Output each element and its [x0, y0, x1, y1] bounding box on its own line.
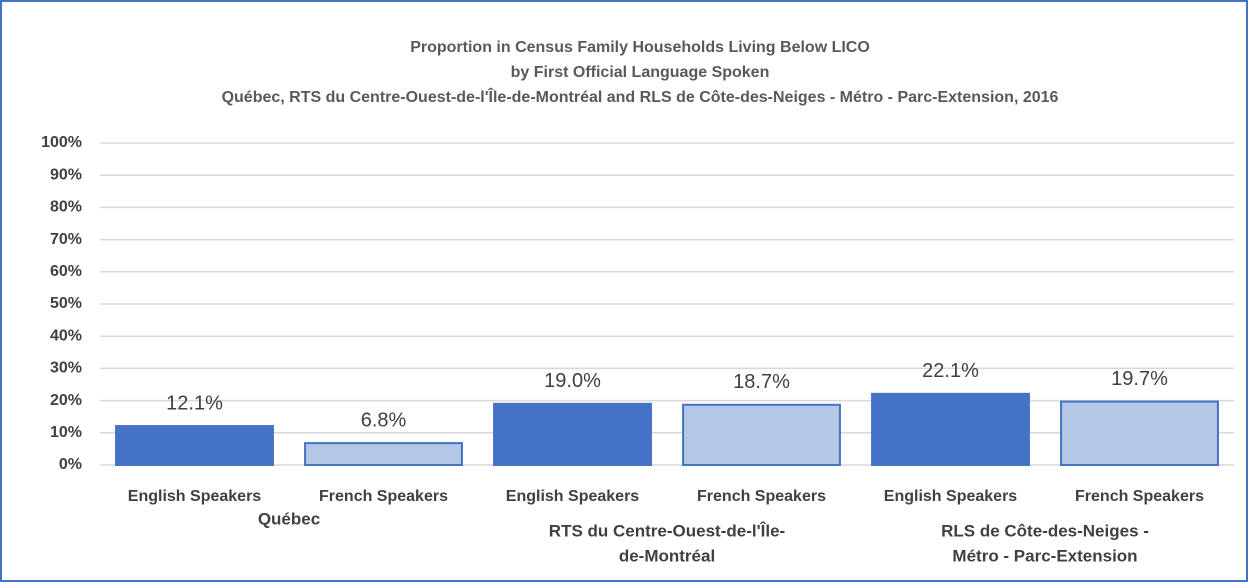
group-label: Métro - Parc-Extension	[952, 546, 1137, 565]
y-tick-label: 40%	[50, 327, 82, 344]
data-label: 19.0%	[544, 370, 601, 392]
bar	[871, 392, 1030, 467]
chart-title: Proportion in Census Family Households L…	[410, 39, 870, 56]
x-tick-label: French Speakers	[1075, 488, 1204, 505]
y-tick-label: 10%	[50, 424, 82, 441]
x-tick-label: English Speakers	[506, 488, 639, 505]
y-tick-label: 0%	[59, 456, 82, 473]
group-label: de-Montréal	[619, 546, 715, 565]
group-label: Québec	[258, 509, 320, 528]
bar	[1060, 400, 1219, 467]
data-label: 22.1%	[922, 360, 979, 382]
bar	[115, 425, 274, 466]
bar	[304, 442, 463, 467]
y-tick-label: 30%	[50, 360, 82, 377]
y-tick-label: 70%	[50, 231, 82, 248]
group-label: RTS du Centre-Ouest-de-l'Île-	[549, 521, 785, 540]
bar	[682, 403, 841, 467]
group-label: RLS de Côte-des-Neiges -	[941, 521, 1149, 540]
y-tick-label: 90%	[50, 166, 82, 183]
y-tick-label: 50%	[50, 295, 82, 312]
x-tick-label: French Speakers	[319, 488, 448, 505]
y-tick-label: 80%	[50, 199, 82, 216]
y-tick-label: 20%	[50, 392, 82, 409]
data-label: 19.7%	[1111, 368, 1168, 390]
bar	[493, 402, 652, 467]
data-label: 18.7%	[733, 371, 790, 393]
x-tick-label: English Speakers	[884, 488, 1017, 505]
data-label: 12.1%	[166, 392, 223, 414]
x-tick-label: English Speakers	[128, 488, 261, 505]
data-label: 6.8%	[361, 409, 407, 431]
x-tick-label: French Speakers	[697, 488, 826, 505]
y-tick-label: 60%	[50, 263, 82, 280]
chart-subtitle: Québec, RTS du Centre-Ouest-de-l'Île-de-…	[222, 87, 1059, 106]
chart-title: by First Official Language Spoken	[511, 64, 770, 81]
y-tick-label: 100%	[41, 134, 82, 151]
